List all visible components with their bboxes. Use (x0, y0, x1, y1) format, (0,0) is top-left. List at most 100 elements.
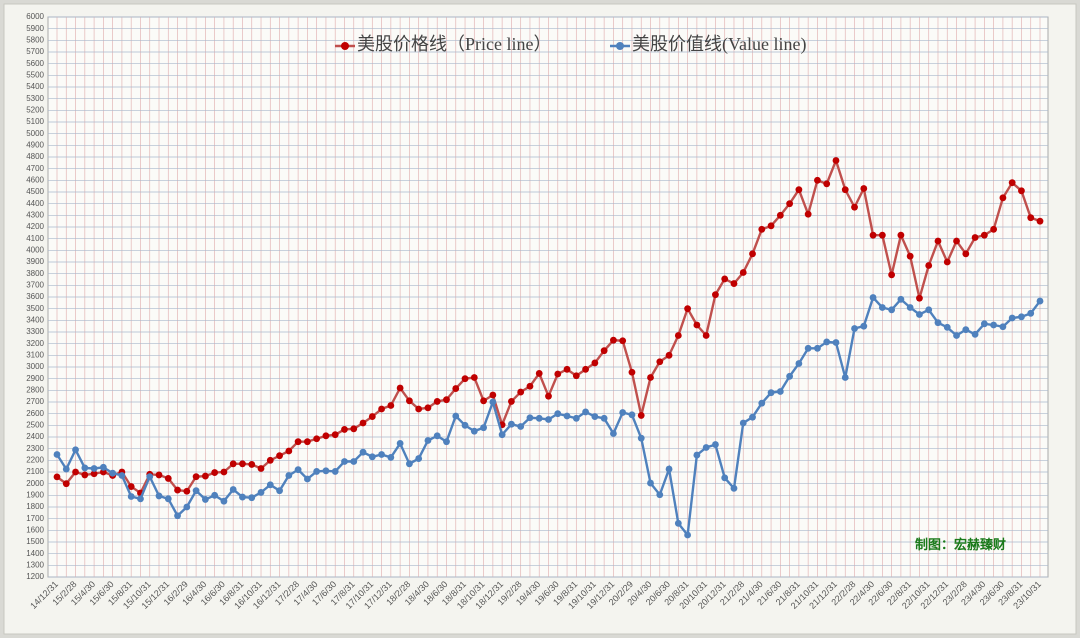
y-tick-label: 3000 (26, 362, 44, 371)
data-point (739, 419, 747, 427)
data-point (498, 431, 506, 439)
y-tick-label: 4400 (26, 199, 44, 208)
data-point (433, 432, 441, 440)
y-tick-label: 5100 (26, 117, 44, 126)
data-point (1036, 217, 1044, 225)
data-point (665, 351, 673, 359)
y-tick-label: 3200 (26, 339, 44, 348)
data-point (990, 225, 998, 233)
data-point (545, 392, 552, 400)
y-tick-label: 1500 (26, 537, 44, 546)
data-point (526, 414, 534, 422)
y-tick-label: 5300 (26, 94, 44, 103)
data-point (81, 471, 89, 479)
data-point (480, 424, 487, 432)
data-point (127, 493, 135, 500)
data-point (331, 468, 339, 475)
y-tick-label: 5200 (26, 105, 44, 114)
data-point (109, 469, 117, 477)
data-point (647, 479, 654, 487)
data-point (554, 410, 562, 418)
data-point (192, 473, 200, 481)
data-point (350, 425, 358, 433)
data-point (359, 419, 367, 427)
data-point (174, 512, 181, 520)
data-point (786, 372, 794, 380)
data-point (229, 486, 237, 493)
data-point (628, 368, 636, 376)
y-tick-label: 2700 (26, 397, 44, 406)
data-point (378, 451, 385, 458)
y-tick-label: 4800 (26, 152, 44, 161)
data-point (610, 430, 617, 437)
data-point (749, 250, 756, 258)
y-tick-label: 4100 (26, 234, 44, 243)
data-point (897, 231, 905, 239)
data-point (739, 269, 747, 276)
data-point (980, 320, 988, 328)
y-tick-label: 5900 (26, 24, 44, 33)
data-point (990, 321, 998, 329)
data-point (452, 412, 460, 420)
data-point (814, 344, 821, 352)
data-point (730, 484, 738, 492)
data-point (470, 374, 478, 381)
data-point (294, 438, 302, 446)
y-tick-label: 2600 (26, 409, 44, 418)
y-tick-label: 1300 (26, 560, 44, 569)
data-point (628, 411, 636, 419)
data-point (470, 427, 478, 435)
data-point (155, 492, 163, 500)
y-tick-label: 5500 (26, 70, 44, 79)
y-tick-label: 5600 (26, 59, 44, 68)
data-point (443, 438, 450, 446)
data-point (62, 465, 70, 473)
data-point (81, 464, 89, 472)
data-point (841, 374, 849, 381)
data-point (693, 321, 701, 329)
data-point (239, 460, 246, 468)
data-point (211, 491, 219, 499)
y-tick-label: 2900 (26, 374, 44, 383)
data-point (767, 222, 775, 230)
data-point (303, 475, 311, 483)
data-point (962, 250, 970, 258)
data-point (572, 372, 580, 380)
data-point (545, 416, 552, 423)
data-point (795, 186, 803, 194)
data-point (776, 388, 784, 395)
data-point (99, 468, 107, 476)
data-point (953, 237, 960, 245)
data-point (461, 375, 469, 383)
y-tick-label: 4900 (26, 140, 44, 149)
data-point (508, 420, 515, 428)
y-tick-label: 1400 (26, 549, 44, 558)
data-point (285, 447, 293, 455)
data-point (378, 405, 385, 413)
data-point (637, 434, 645, 442)
data-point (387, 454, 395, 461)
y-tick-label: 4300 (26, 210, 44, 219)
data-point (600, 347, 608, 355)
data-point (832, 339, 840, 346)
y-tick-label: 6000 (26, 12, 44, 21)
legend-label: 美股价值线(Value line) (632, 34, 806, 55)
data-point (433, 398, 441, 405)
data-point (164, 475, 172, 482)
y-tick-label: 3900 (26, 257, 44, 266)
data-point (999, 194, 1007, 202)
data-point (786, 200, 794, 208)
data-point (72, 446, 79, 454)
data-point (712, 291, 719, 299)
data-point (99, 463, 107, 471)
y-tick-label: 4200 (26, 222, 44, 231)
y-tick-label: 3800 (26, 269, 44, 278)
y-tick-label: 2300 (26, 444, 44, 453)
data-point (331, 431, 339, 439)
data-point (916, 294, 923, 302)
data-point (155, 471, 163, 479)
data-point (749, 413, 756, 421)
data-point (702, 444, 710, 451)
data-point (535, 414, 543, 422)
data-point (823, 180, 831, 188)
